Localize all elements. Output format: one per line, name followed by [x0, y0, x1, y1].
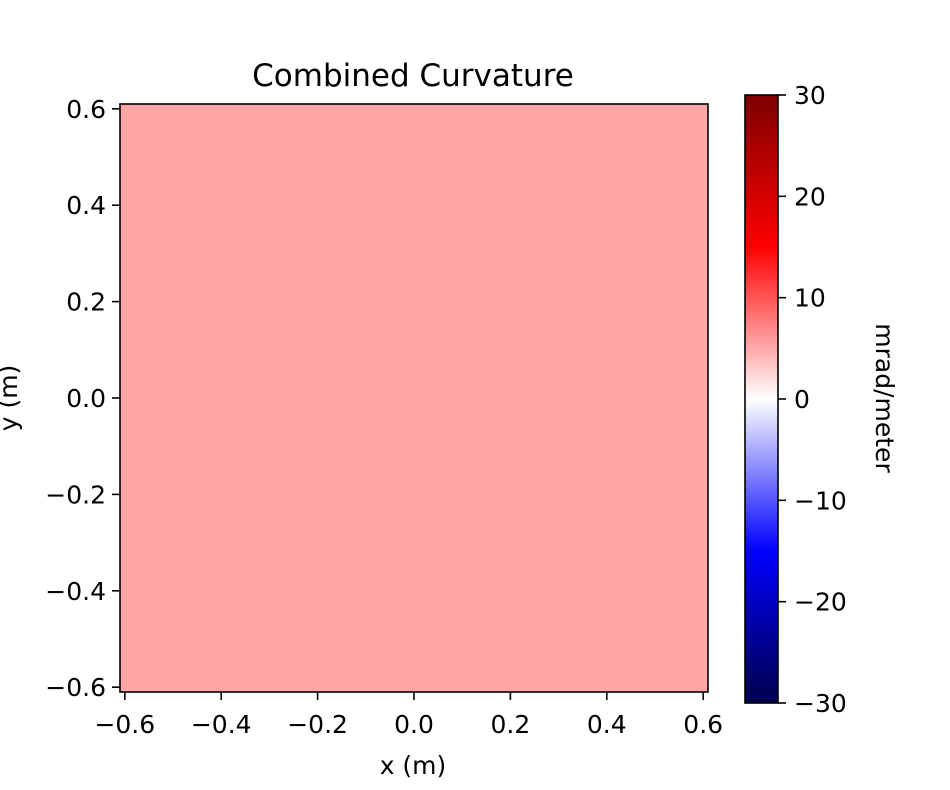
y-tick-label: −0.2 — [45, 480, 106, 509]
colorbar-frame — [744, 94, 779, 704]
y-tick-label: 0.4 — [66, 191, 106, 220]
colorbar-tick-label: 30 — [794, 81, 826, 110]
colorbar-tick-label: 0 — [794, 385, 810, 414]
colorbar-tick-label: 10 — [794, 284, 826, 313]
colorbar-ticks: −30 −20 −10 0 10 20 30 — [778, 81, 847, 718]
x-tick-label: 0.0 — [394, 710, 434, 739]
x-tick-label: 0.4 — [587, 710, 627, 739]
colorbar-tick-label: −20 — [794, 588, 847, 617]
plot-frame — [119, 103, 709, 693]
y-axis-ticks: −0.6 −0.4 −0.2 0.0 0.2 0.4 0.6 — [45, 95, 120, 702]
x-tick-label: −0.6 — [94, 710, 155, 739]
x-tick-label: −0.2 — [287, 710, 348, 739]
x-tick-label: 0.2 — [491, 710, 531, 739]
y-tick-label: −0.6 — [45, 673, 106, 702]
x-tick-label: −0.4 — [191, 710, 252, 739]
colorbar — [745, 95, 778, 703]
y-tick-label: 0.0 — [66, 384, 106, 413]
colorbar-label: mrad/meter — [870, 323, 899, 473]
x-axis-ticks: −0.6 −0.4 −0.2 0.0 0.2 0.4 0.6 — [94, 692, 723, 739]
colorbar-tick-label: −10 — [794, 486, 847, 515]
heatmap-field — [120, 104, 708, 692]
x-axis-label: x (m) — [380, 751, 447, 780]
colorbar-tick-label: −30 — [794, 689, 847, 718]
y-axis-label: y (m) — [0, 365, 23, 432]
x-tick-label: 0.6 — [683, 710, 723, 739]
chart-title: Combined Curvature — [252, 58, 574, 94]
y-tick-label: 0.6 — [66, 95, 106, 124]
colorbar-tick-label: 20 — [794, 182, 826, 211]
y-tick-label: 0.2 — [66, 288, 106, 317]
y-tick-label: −0.4 — [45, 577, 106, 606]
